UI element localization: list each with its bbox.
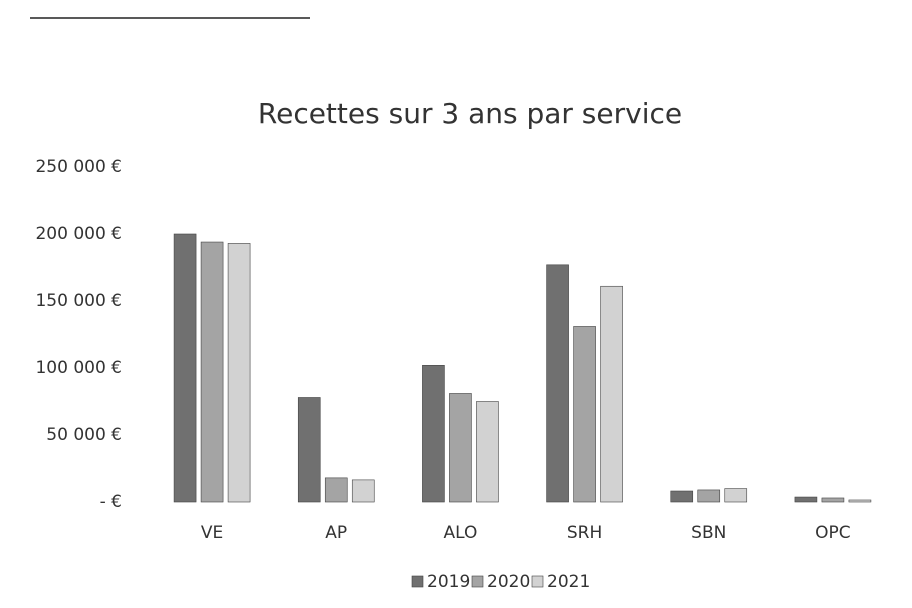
bar (848, 499, 872, 503)
bar (422, 365, 445, 503)
legend-swatch (411, 575, 424, 588)
x-tick-label: OPC (815, 523, 851, 543)
x-tick-label: ALO (443, 523, 477, 543)
bar (670, 490, 694, 503)
bar (476, 401, 499, 503)
bar (573, 326, 596, 503)
x-tick-label: VE (201, 523, 223, 543)
bar (449, 393, 472, 503)
bar (200, 241, 224, 503)
chart-title: Recettes sur 3 ans par service (258, 97, 682, 130)
legend-label: 2020 (487, 572, 530, 592)
y-tick-label: 100 000 € (35, 358, 122, 378)
x-tick-label: SBN (691, 523, 726, 543)
bar (697, 489, 721, 503)
bar (821, 497, 845, 503)
bar (324, 477, 348, 503)
bar (297, 397, 321, 503)
bar (546, 264, 569, 503)
y-tick-label: 250 000 € (35, 157, 122, 177)
legend-swatch (471, 575, 484, 588)
bar (600, 285, 623, 503)
x-tick-label: AP (325, 523, 347, 543)
bar (173, 233, 197, 503)
legend-label: 2021 (547, 572, 590, 592)
bar (794, 496, 818, 503)
bar (351, 479, 375, 503)
y-tick-label: 150 000 € (35, 291, 122, 311)
y-tick-label: 50 000 € (46, 425, 122, 445)
legend-label: 2019 (427, 572, 470, 592)
y-tick-label: 200 000 € (35, 224, 122, 244)
bar (724, 488, 748, 503)
y-tick-label: - € (100, 492, 122, 512)
x-tick-label: SRH (567, 523, 602, 543)
bar (227, 243, 251, 503)
legend-swatch (531, 575, 544, 588)
